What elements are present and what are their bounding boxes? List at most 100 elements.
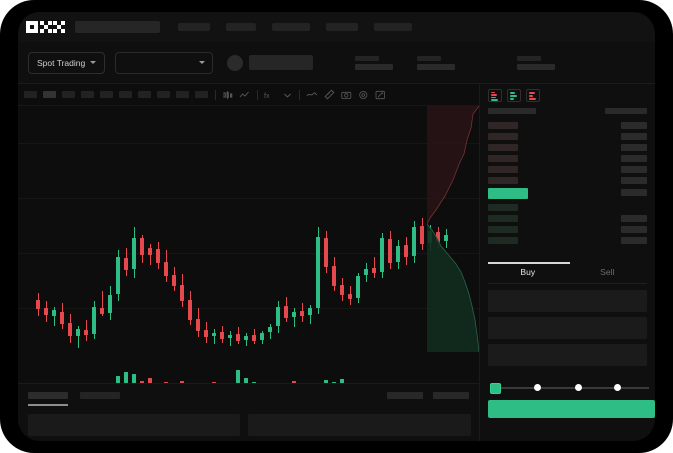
candlestick-chart[interactable] <box>18 106 479 352</box>
indicators-icon[interactable]: fx <box>264 90 277 100</box>
timeframe-button-10[interactable] <box>195 91 208 98</box>
submit-buy-button[interactable] <box>488 400 655 418</box>
timeframe-button-3[interactable] <box>62 91 75 98</box>
orderbook-ask-price[interactable] <box>488 155 518 162</box>
orders-action-2[interactable] <box>433 392 469 399</box>
timeframe-button-9[interactable] <box>176 91 189 98</box>
stat-value <box>517 63 556 70</box>
orderbook-asks-icon[interactable] <box>526 89 540 102</box>
candle-series <box>18 106 479 352</box>
nav-items <box>178 23 412 31</box>
orderbook-last-price <box>488 188 528 199</box>
stat-label <box>517 55 542 61</box>
pair-selector[interactable] <box>115 51 214 74</box>
settings-gear-icon[interactable] <box>358 90 369 100</box>
compare-icon[interactable] <box>306 90 318 100</box>
orderbook-ask-price[interactable] <box>488 144 518 151</box>
slider-step-25[interactable] <box>534 384 541 391</box>
orderbook-bid-price[interactable] <box>488 215 518 222</box>
amount-slider[interactable] <box>490 382 649 394</box>
toolbar-divider <box>299 89 300 100</box>
orderbook-bid-price[interactable] <box>488 204 518 211</box>
orderbook-ask-price[interactable] <box>488 166 518 173</box>
market-stat-3 <box>517 55 556 70</box>
slider-step-75[interactable] <box>614 384 621 391</box>
market-stat-2 <box>417 55 456 70</box>
nav-item-2[interactable] <box>226 23 256 31</box>
stat-value <box>417 63 456 70</box>
nav-item-1[interactable] <box>178 23 210 31</box>
amount-field[interactable] <box>488 317 647 339</box>
candle-chart-icon[interactable] <box>222 90 233 100</box>
orderbook-ask-price[interactable] <box>488 133 518 140</box>
chart-panel: fx <box>18 84 480 441</box>
timeframe-button-4[interactable] <box>81 91 94 98</box>
timeframe-button-5[interactable] <box>100 91 113 98</box>
orders-tabs <box>28 392 120 406</box>
timeframe-button-8[interactable] <box>157 91 170 98</box>
orders-cell-2 <box>248 414 471 436</box>
orderbook-ask-qty <box>621 177 647 184</box>
orderbook-ask-qty <box>621 166 647 173</box>
orders-action-1[interactable] <box>387 392 423 399</box>
orderbook-header-amount <box>605 108 647 114</box>
nav-item-5[interactable] <box>374 23 412 31</box>
camera-icon[interactable] <box>341 90 352 100</box>
orderbook-ask-price[interactable] <box>488 122 518 129</box>
ruler-icon[interactable] <box>324 89 335 100</box>
orderbook-view-toggles <box>488 89 540 102</box>
stat-label <box>417 55 442 61</box>
okx-logo[interactable] <box>26 21 65 33</box>
orderbook-ask-qty <box>621 122 647 129</box>
orders-panel <box>18 383 479 441</box>
fullscreen-icon[interactable] <box>375 90 386 100</box>
main-content: fx <box>18 84 655 441</box>
orders-tab-2[interactable] <box>80 392 120 399</box>
search-input[interactable] <box>75 21 160 33</box>
orders-cell-1 <box>28 414 240 436</box>
total-field[interactable] <box>488 344 647 366</box>
tab-buy[interactable]: Buy <box>488 262 568 283</box>
market-stat-1 <box>355 55 394 70</box>
line-chart-icon[interactable] <box>239 90 250 100</box>
slider-handle[interactable] <box>490 382 501 394</box>
screen: Spot Trading <box>18 12 655 441</box>
orders-tab-1[interactable] <box>28 392 68 406</box>
nav-item-3[interactable] <box>272 23 310 31</box>
top-navigation-bar <box>18 12 655 42</box>
timeframe-button-7[interactable] <box>138 91 151 98</box>
orders-actions <box>387 392 469 399</box>
price-field[interactable] <box>488 290 647 312</box>
timeframe-button-1[interactable] <box>24 91 37 98</box>
orderbook-bid-qty <box>621 226 647 233</box>
toolbar-divider <box>257 89 258 100</box>
orderbook-both-icon[interactable] <box>488 89 502 102</box>
coin-avatar <box>227 54 244 71</box>
orderbook-ask-price[interactable] <box>488 177 518 184</box>
market-header: Spot Trading <box>18 42 655 84</box>
market-type-selector[interactable]: Spot Trading <box>28 51 106 74</box>
orders-content <box>28 414 471 436</box>
stat-label <box>355 55 380 61</box>
nav-item-4[interactable] <box>326 23 358 31</box>
orderbook-bid-qty <box>621 215 647 222</box>
chevron-down-icon[interactable] <box>283 90 292 100</box>
slider-step-50[interactable] <box>575 384 582 391</box>
order-side-tabs: Buy Sell <box>488 262 647 284</box>
orderbook-bid-price[interactable] <box>488 226 518 233</box>
timeframe-button-2[interactable] <box>43 91 56 98</box>
pair-price-display <box>249 55 314 70</box>
orderbook-bid-qty <box>621 237 647 244</box>
order-book[interactable] <box>480 108 655 258</box>
tab-sell[interactable]: Sell <box>600 267 615 277</box>
chart-toolbar: fx <box>18 84 479 106</box>
chevron-down-icon <box>199 61 206 64</box>
trade-panel: Buy Sell <box>480 84 655 441</box>
orderbook-bids-icon[interactable] <box>507 89 521 102</box>
timeframe-button-6[interactable] <box>119 91 132 98</box>
toolbar-divider <box>215 89 216 100</box>
orderbook-bid-price[interactable] <box>488 237 518 244</box>
orderbook-ask-qty <box>621 144 647 151</box>
order-form-fields <box>488 290 647 371</box>
